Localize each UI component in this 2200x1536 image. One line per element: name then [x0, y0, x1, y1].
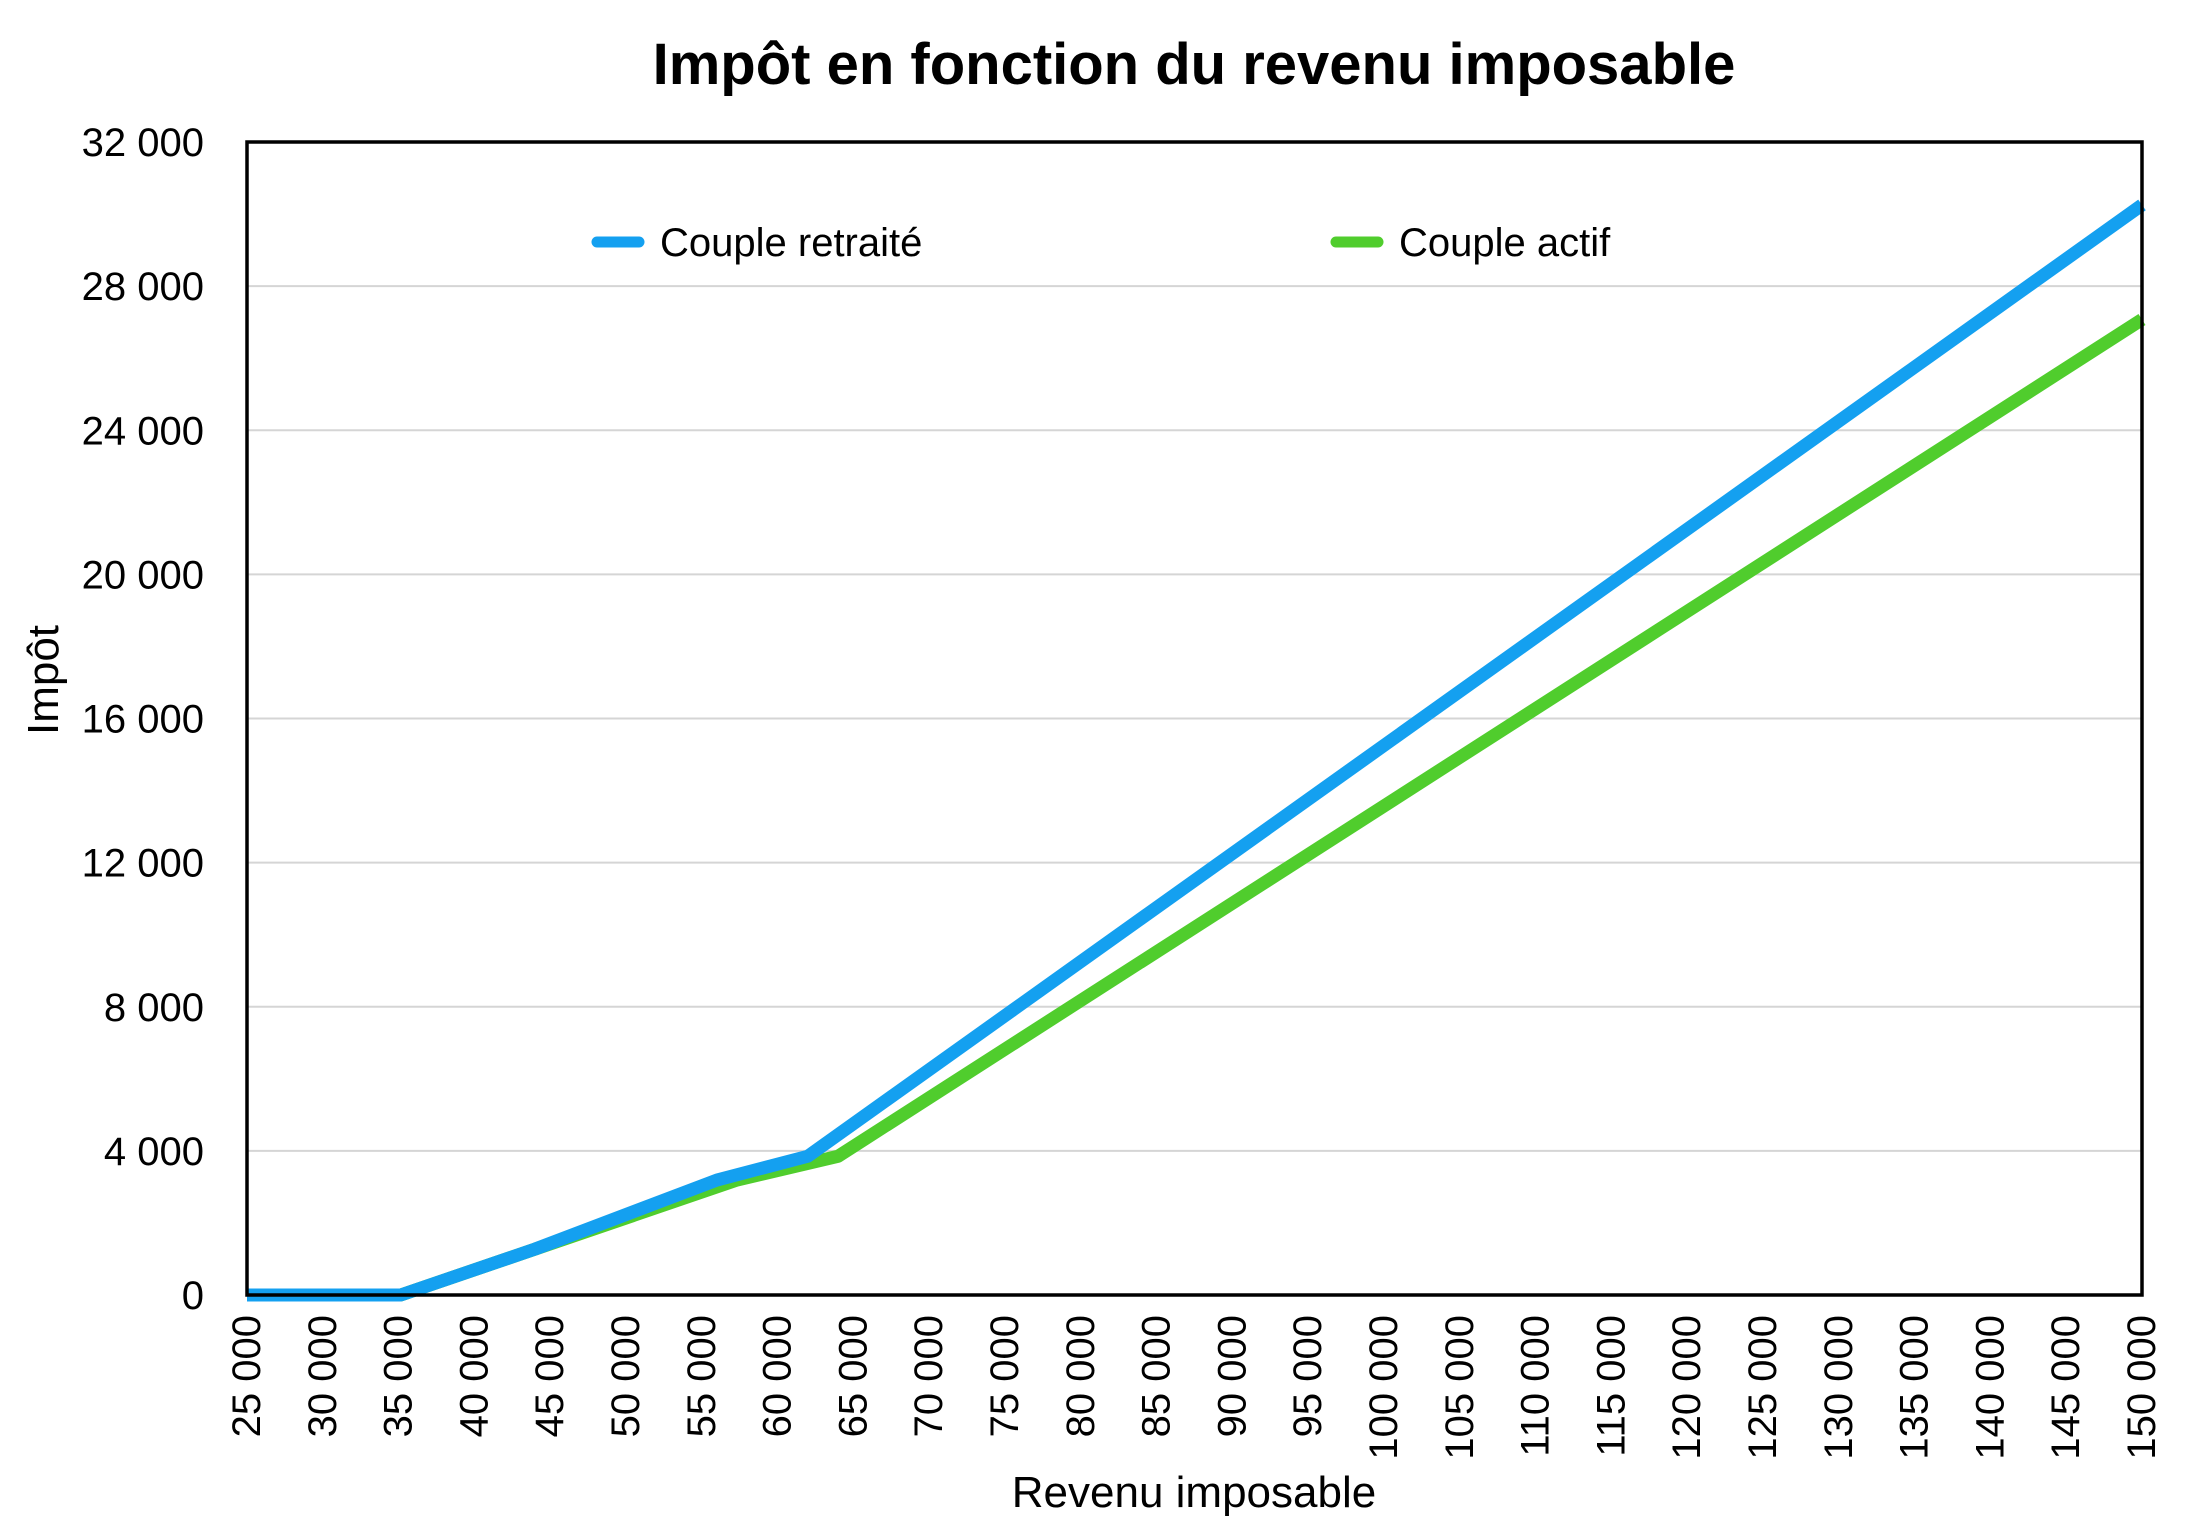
x-tick-label: 45 000 [528, 1315, 572, 1437]
y-tick-label: 24 000 [82, 409, 204, 453]
y-tick-label: 0 [182, 1274, 204, 1318]
x-tick-label: 90 000 [1210, 1315, 1254, 1437]
y-tick-label: 20 000 [82, 553, 204, 597]
x-tick-label: 55 000 [680, 1315, 724, 1437]
y-axis-title: Impôt [19, 625, 68, 735]
x-tick-label: 125 000 [1741, 1315, 1785, 1460]
y-tick-label: 4 000 [104, 1130, 204, 1174]
y-tick-label: 12 000 [82, 842, 204, 886]
x-tick-label: 105 000 [1438, 1315, 1482, 1460]
x-tick-label: 85 000 [1135, 1315, 1179, 1437]
x-tick-label: 35 000 [377, 1315, 421, 1437]
series-lines [247, 199, 2146, 1302]
chart-title: Impôt en fonction du revenu imposable [653, 32, 1736, 97]
y-axis-tick-labels: 0 4 000 8 000 12 000 16 000 20 000 24 000 28 00… [82, 121, 204, 1318]
x-tick-label: 130 000 [1817, 1315, 1861, 1460]
x-tick-label: 115 000 [1589, 1315, 1633, 1457]
y-tick-label: 28 000 [82, 265, 204, 309]
x-tick-label: 40 000 [452, 1315, 496, 1437]
plot-border [245, 140, 2144, 1297]
legend-label-couple-actif: Couple actif [1399, 221, 1611, 265]
y-tick-label: 16 000 [82, 698, 204, 742]
x-tick-label: 110 000 [1514, 1315, 1558, 1457]
x-tick-label: 100 000 [1362, 1315, 1406, 1460]
x-tick-label: 60 000 [756, 1315, 800, 1437]
x-tick-label: 150 000 [2120, 1315, 2164, 1460]
x-tick-label: 135 000 [1893, 1315, 1937, 1460]
x-tick-label: 25 000 [225, 1315, 269, 1437]
legend: Couple retraité Couple actif [591, 221, 1611, 265]
gridlines [247, 285, 2142, 1152]
legend-label-couple-retraite: Couple retraité [660, 221, 922, 265]
x-tick-label: 70 000 [907, 1315, 951, 1437]
x-tick-label: 65 000 [831, 1315, 875, 1437]
x-tick-label: 120 000 [1665, 1315, 1709, 1460]
x-tick-label: 30 000 [301, 1315, 345, 1437]
x-tick-label: 95 000 [1286, 1315, 1330, 1437]
series-line-couple-retrait- [247, 199, 2146, 1302]
y-tick-label: 32 000 [82, 121, 204, 165]
y-tick-label: 8 000 [104, 986, 204, 1030]
x-tick-label: 145 000 [2044, 1315, 2088, 1460]
series-line-couple-actif [247, 314, 2146, 1302]
x-tick-label: 75 000 [983, 1315, 1027, 1437]
x-axis-tick-labels: 25 000 30 000 35 000 40 000 45 000 50 000 55 0… [225, 1315, 2164, 1460]
x-axis-title: Revenu imposable [1012, 1468, 1376, 1517]
x-tick-label: 80 000 [1059, 1315, 1103, 1437]
x-tick-label: 140 000 [1968, 1315, 2012, 1460]
x-tick-label: 50 000 [604, 1315, 648, 1437]
